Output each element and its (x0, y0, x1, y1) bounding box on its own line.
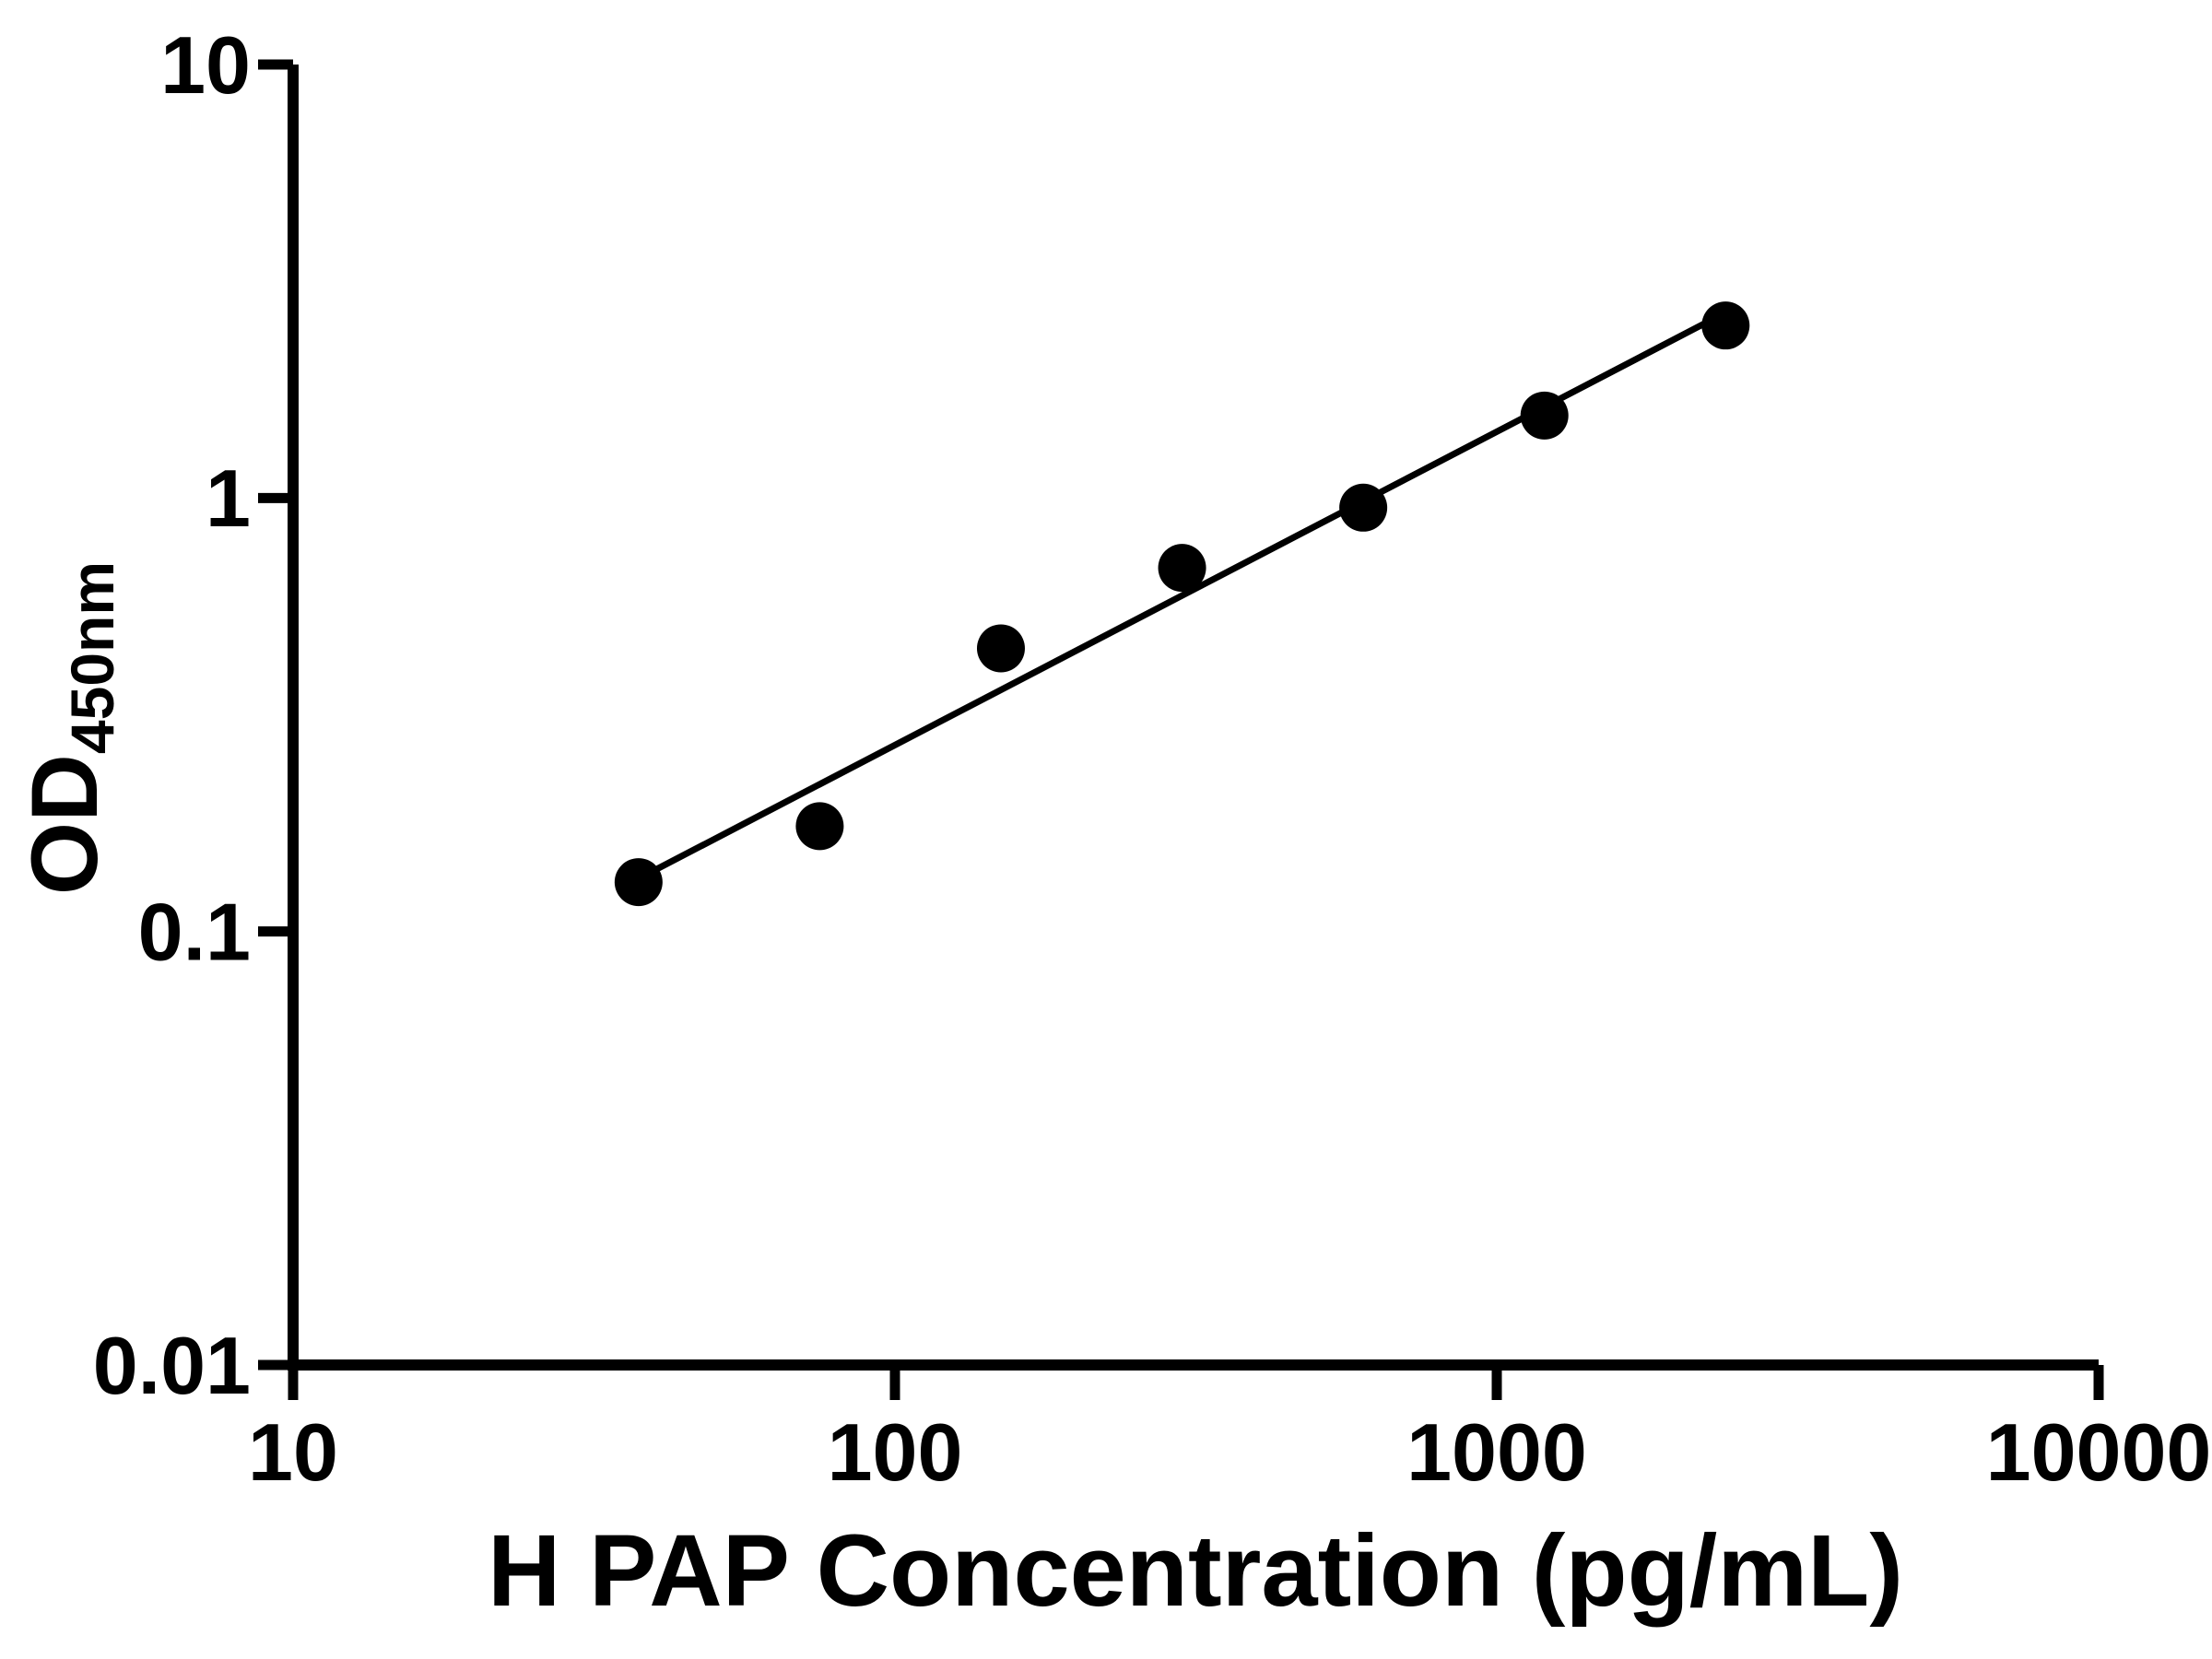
data-point (1701, 301, 1750, 350)
data-point (1520, 391, 1569, 440)
x-tick-label: 10 (248, 1406, 338, 1498)
data-point (976, 624, 1025, 673)
data-point (1339, 483, 1388, 532)
y-axis-title-sub: 450nm (58, 561, 126, 754)
plot-area: 10 100 1000 10000 10 1 0.1 0.01 (93, 19, 2212, 1498)
x-tick-label: 1000 (1406, 1406, 1587, 1498)
y-axis-title: OD450nm (12, 561, 126, 895)
x-axis-title: H PAP Concentration (pg/mL) (488, 1514, 1903, 1628)
y-tick-label: 1 (206, 453, 251, 544)
trend-line (637, 309, 1727, 882)
x-tick-label: 100 (828, 1406, 963, 1498)
axis-line (288, 65, 2099, 1371)
y-axis-title-main: OD (12, 754, 117, 895)
y-tick-label: 0.1 (138, 886, 251, 977)
y-tick-label: 10 (160, 19, 251, 111)
data-point (1158, 544, 1206, 593)
x-tick-label: 10000 (1986, 1406, 2212, 1498)
data-point (614, 858, 663, 907)
y-tick-label: 0.01 (93, 1320, 251, 1411)
data-point (795, 802, 844, 851)
